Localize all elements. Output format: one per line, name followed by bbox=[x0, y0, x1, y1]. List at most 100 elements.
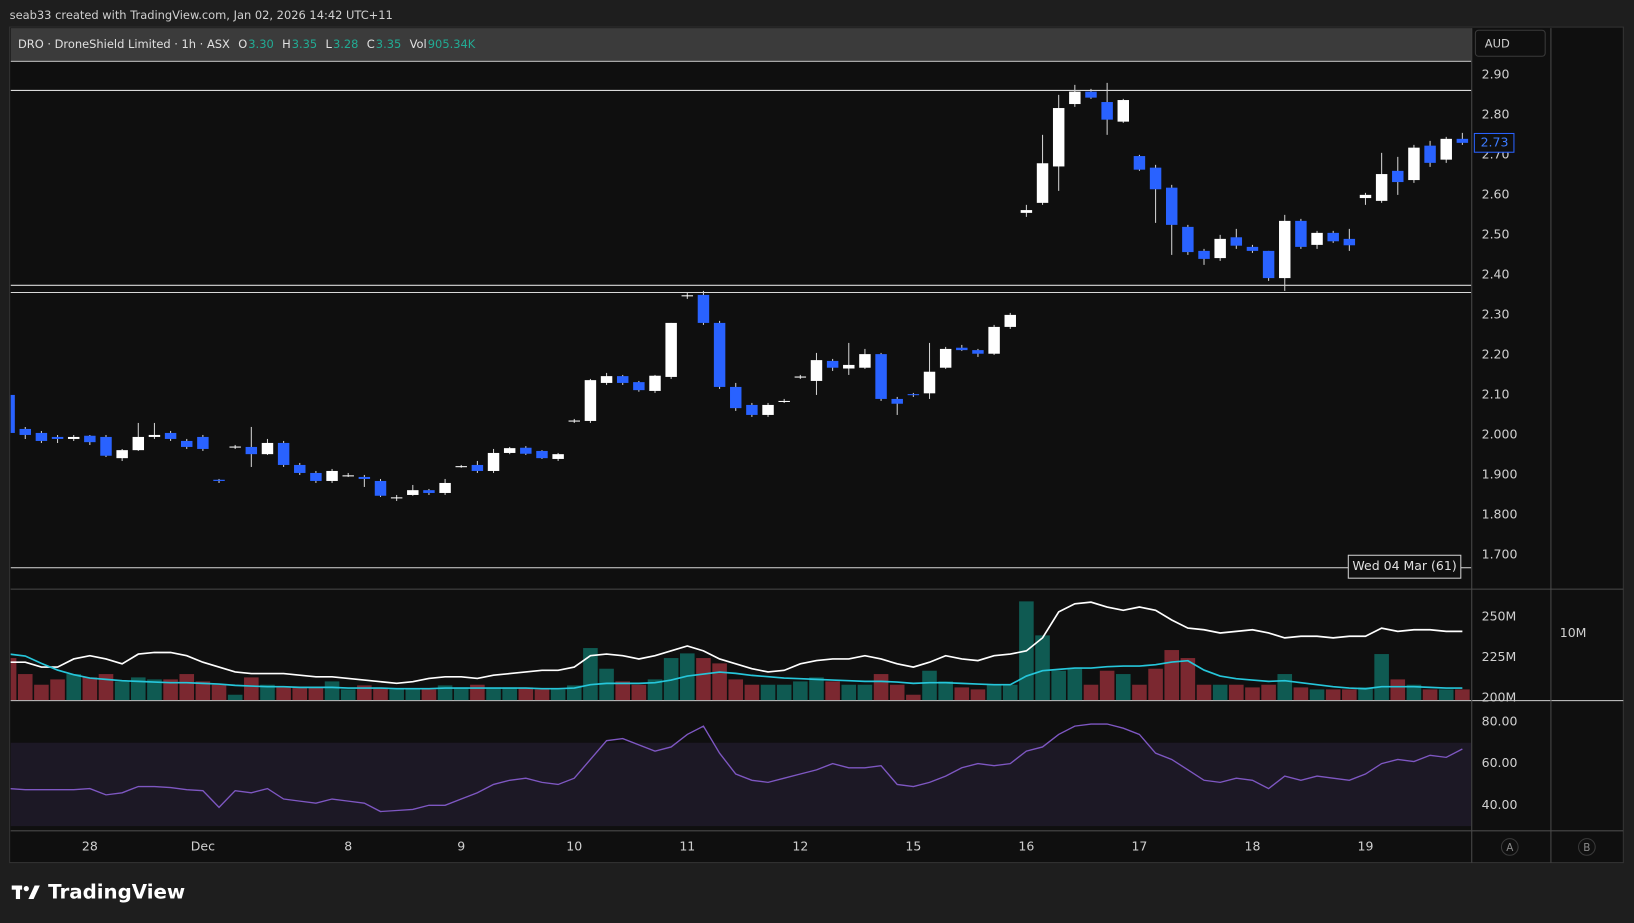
indicator-line bbox=[10, 601, 1463, 685]
volume-bar bbox=[1099, 670, 1115, 701]
candle-body bbox=[875, 354, 887, 399]
y-tick-label: 10M bbox=[1560, 625, 1587, 640]
x-tick-label: 16 bbox=[1018, 838, 1034, 853]
x-tick-label: 9 bbox=[457, 838, 465, 853]
volume-bar bbox=[195, 681, 211, 701]
y-tick-label: 2.90 bbox=[1482, 66, 1510, 81]
volume-bar bbox=[1083, 684, 1099, 701]
volume-bar bbox=[938, 681, 953, 701]
volume-bar bbox=[211, 684, 227, 701]
candle-body bbox=[1182, 226, 1194, 253]
candle-body bbox=[1408, 147, 1420, 181]
candle-body bbox=[116, 450, 128, 459]
volume-bar bbox=[857, 684, 873, 701]
currency[interactable]: AUD bbox=[1485, 36, 1510, 50]
volume-bar bbox=[453, 687, 469, 701]
candle-body bbox=[697, 294, 710, 323]
volume-bar bbox=[1002, 684, 1018, 701]
volume-bar bbox=[1148, 668, 1163, 701]
volume-bar bbox=[357, 685, 372, 701]
candle-body bbox=[342, 475, 354, 477]
legend-symbol: DRO · DroneShield Limited · 1h · ASX bbox=[18, 36, 230, 50]
volume-bar bbox=[696, 658, 711, 701]
candle-body bbox=[1117, 100, 1130, 122]
legend-field-label: O bbox=[238, 36, 247, 50]
candle-body bbox=[1149, 167, 1162, 190]
volume-bar bbox=[631, 684, 647, 701]
candle-body bbox=[681, 295, 694, 297]
volume-bar bbox=[324, 681, 340, 701]
volume-bar bbox=[889, 684, 905, 701]
x-tick-label: 19 bbox=[1358, 838, 1374, 853]
x-tick-label: 12 bbox=[792, 838, 808, 853]
candle-body bbox=[1392, 170, 1404, 183]
candle-body bbox=[1375, 174, 1388, 201]
volume-bar bbox=[566, 685, 582, 701]
volume-bar bbox=[340, 689, 356, 701]
volume-bar bbox=[922, 670, 937, 701]
volume-bar bbox=[583, 648, 598, 701]
currency-box[interactable] bbox=[1474, 29, 1546, 57]
y-tick-label: 2.30 bbox=[1482, 306, 1510, 321]
legend-field-value: 3.30 bbox=[248, 36, 273, 50]
candle-body bbox=[1165, 187, 1178, 225]
legend-field-label: Vol bbox=[410, 36, 427, 50]
candle-body bbox=[197, 436, 209, 449]
y-tick-label: 225M bbox=[1482, 649, 1517, 664]
volume-bar bbox=[776, 684, 792, 701]
logo-icon bbox=[11, 885, 40, 900]
volume-bar bbox=[534, 689, 550, 701]
volume-bar bbox=[244, 677, 259, 701]
volume-bar bbox=[1406, 684, 1422, 701]
volume-bar bbox=[1358, 687, 1373, 701]
volume-bar bbox=[550, 689, 566, 701]
legend-field-value: 3.28 bbox=[333, 36, 358, 50]
candle-body bbox=[713, 322, 726, 387]
volume-bar bbox=[793, 681, 808, 701]
x-tick-label: 18 bbox=[1245, 838, 1261, 853]
x-tick-label: 15 bbox=[905, 838, 921, 853]
candle-body bbox=[568, 420, 580, 422]
button-b[interactable] bbox=[1578, 838, 1596, 856]
volume-bar bbox=[131, 677, 146, 701]
button-a[interactable] bbox=[1500, 838, 1519, 856]
candle-body bbox=[520, 447, 532, 454]
y-tick-label: 2.000 bbox=[1482, 426, 1518, 441]
plot-area bbox=[10, 60, 1472, 827]
volume-bar bbox=[34, 684, 49, 701]
x-tick-label: 28 bbox=[82, 838, 98, 853]
candle-body bbox=[843, 364, 855, 369]
volume-bar bbox=[986, 684, 1002, 701]
candle-body bbox=[1246, 246, 1259, 251]
volume-bar bbox=[1438, 689, 1454, 701]
volume-bar bbox=[809, 677, 824, 701]
candle-body bbox=[826, 360, 839, 368]
legend-field-value: 3.35 bbox=[292, 36, 317, 50]
annotation: Wed 04 Mar (61) bbox=[1352, 558, 1456, 573]
volume-bar bbox=[82, 677, 98, 701]
candle-body bbox=[552, 454, 564, 459]
candle-body bbox=[1085, 91, 1097, 98]
legend-field-value: 905.34K bbox=[428, 36, 476, 50]
volume-bar bbox=[1067, 668, 1083, 701]
candle-body bbox=[407, 490, 419, 495]
volume-bar bbox=[179, 674, 195, 701]
candle-body bbox=[439, 482, 451, 493]
candle-body bbox=[1004, 314, 1016, 327]
volume-bar bbox=[744, 684, 760, 701]
volume-bar bbox=[260, 684, 275, 701]
volume-bar bbox=[1051, 670, 1066, 701]
candle-body bbox=[229, 446, 241, 448]
volume-bar bbox=[437, 685, 453, 701]
button-a-label[interactable]: A bbox=[1506, 842, 1514, 854]
legend: DRO · DroneShield Limited · 1h · ASX O3.3… bbox=[18, 36, 476, 50]
axes: 2.902.802.702.602.502.402.302.202.102.00… bbox=[82, 66, 1587, 853]
candle-body bbox=[1214, 238, 1226, 259]
candle-body bbox=[261, 442, 274, 455]
rsi-line bbox=[10, 723, 1463, 813]
candle-body bbox=[616, 376, 629, 383]
y-tick-label: 60.00 bbox=[1482, 755, 1518, 770]
button-b-label[interactable]: B bbox=[1583, 842, 1590, 854]
footer-logo: TradingView bbox=[48, 880, 185, 903]
candle-body bbox=[1020, 210, 1033, 213]
